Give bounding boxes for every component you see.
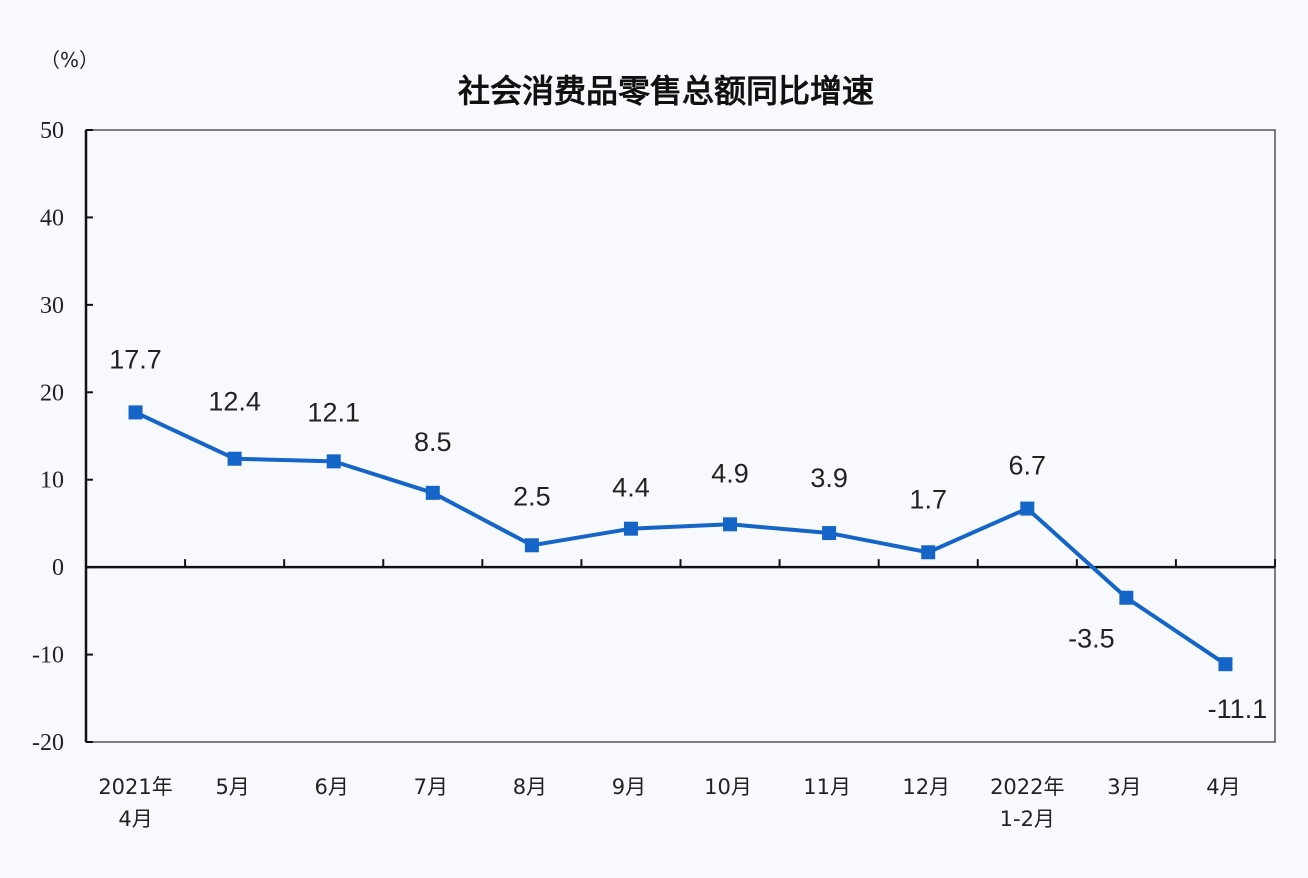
data-label: 4.9 <box>711 458 749 488</box>
y-tick-label: 40 <box>40 205 64 231</box>
data-label: 4.4 <box>612 473 650 503</box>
data-point <box>723 517 738 532</box>
data-point <box>623 521 638 536</box>
data-point <box>524 538 539 553</box>
x-tick-label: 2021年 <box>98 775 172 799</box>
y-tick-label: -10 <box>32 643 64 669</box>
y-tick-label: 10 <box>40 468 64 494</box>
data-point <box>128 405 143 420</box>
x-tick-label: 4月 <box>1206 775 1240 799</box>
x-tick-label: 3月 <box>1107 775 1141 799</box>
data-point <box>326 454 341 469</box>
x-tick-label: 10月 <box>704 775 752 799</box>
data-label: 3.9 <box>810 463 848 493</box>
x-tick-label: 12月 <box>902 775 950 799</box>
data-label: 2.5 <box>513 481 551 511</box>
x-tick-label: 8月 <box>513 775 547 799</box>
data-point <box>1119 590 1134 605</box>
y-tick-label: -20 <box>32 730 64 756</box>
x-tick-label: 7月 <box>414 775 448 799</box>
y-tick-label: 0 <box>52 555 64 581</box>
series-line <box>134 410 1227 666</box>
data-label: 6.7 <box>1009 451 1047 481</box>
y-tick-label: 30 <box>40 293 64 319</box>
data-point <box>921 545 936 560</box>
x-tick-label: 9月 <box>612 775 646 799</box>
x-tick-label: 11月 <box>803 775 851 799</box>
data-label: -3.5 <box>1068 624 1115 654</box>
data-label: -11.1 <box>1208 694 1268 724</box>
chart-title: 社会消费品零售总额同比增速 <box>458 72 874 110</box>
data-label: 12.4 <box>208 387 261 417</box>
y-tick-label: 50 <box>40 118 64 144</box>
data-label: 12.1 <box>307 397 360 427</box>
data-point <box>227 451 242 466</box>
data-point <box>1020 501 1035 516</box>
data-label: 17.7 <box>109 344 162 374</box>
x-tick-label: 1-2月 <box>1000 807 1055 831</box>
y-tick-label: 20 <box>40 380 64 406</box>
data-point <box>425 485 440 500</box>
data-point <box>822 526 837 541</box>
x-tick-label: 4月 <box>118 807 152 831</box>
data-point <box>1218 657 1233 672</box>
y-axis-unit: （%） <box>40 48 99 72</box>
x-tick-label: 5月 <box>215 775 249 799</box>
data-label: 1.7 <box>909 484 947 514</box>
x-tick-label: 6月 <box>315 775 349 799</box>
data-label: 8.5 <box>414 427 452 457</box>
x-tick-label: 2022年 <box>990 775 1064 799</box>
